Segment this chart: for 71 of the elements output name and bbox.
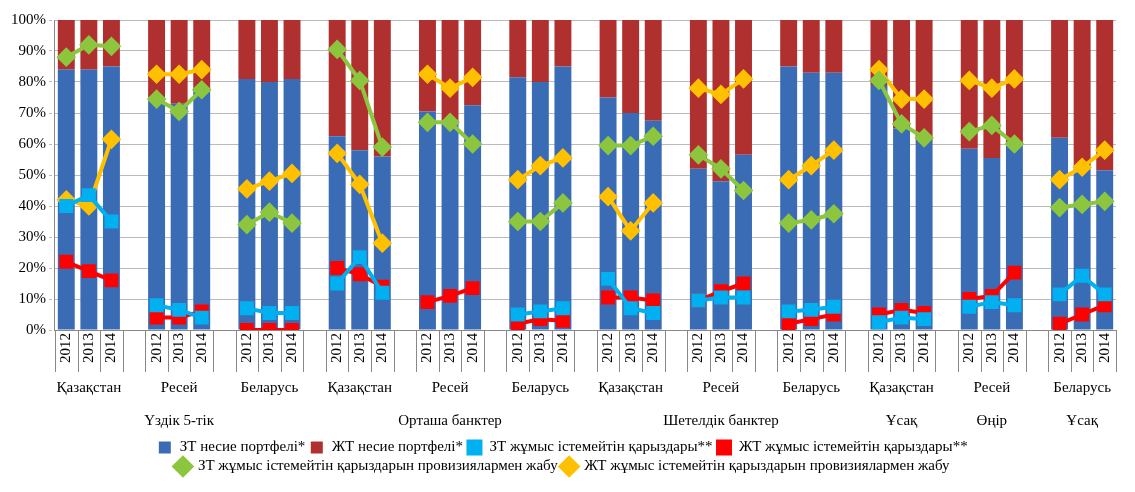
y-tick-label: 10%: [18, 289, 46, 306]
x-tick-label: 2013: [260, 333, 277, 363]
x-tick-label: 2014: [734, 332, 751, 363]
x-tick-label: 2012: [147, 333, 164, 363]
legend-label: ЖТ жұмыс істемейтін қарыздары**: [738, 438, 968, 455]
x-tick-label: 2014: [824, 332, 841, 363]
x-tick-label: 2012: [508, 333, 525, 363]
x-tick-label: 2014: [915, 332, 932, 363]
y-tick-label: 90%: [18, 41, 46, 58]
x-tick-label: 2014: [102, 332, 119, 363]
x-tick-label: 2013: [531, 333, 548, 363]
text: Ресей: [973, 378, 1011, 395]
x-tick-label: 2012: [869, 333, 886, 363]
x-tick-label: 2014: [192, 332, 209, 363]
legend-label: ЗТ жұмыс істемейтін қарыздары**: [489, 438, 713, 455]
x-tick-label: 2013: [621, 333, 638, 363]
x-tick-label: 2012: [57, 333, 74, 363]
x-tick-label: 2012: [779, 333, 796, 363]
text: Беларусь: [240, 378, 299, 395]
text: Шетелдік банктер: [663, 411, 779, 428]
legend-label: ЗТ несие портфелі*: [179, 438, 306, 455]
x-tick-label: 2013: [892, 333, 909, 363]
x-tick-label: 2014: [1095, 332, 1112, 363]
text: Өңір: [976, 411, 1008, 428]
text: Ресей: [431, 378, 469, 395]
x-tick-label: 2012: [689, 333, 706, 363]
x-tick-label: 2012: [1050, 333, 1067, 363]
x-tick-label: 2012: [599, 333, 616, 363]
text: Қазақстан: [598, 378, 663, 395]
x-tick-label: 2013: [982, 333, 999, 363]
text: Беларусь: [511, 378, 570, 395]
y-tick-label: 20%: [18, 258, 46, 275]
legend-label: ЖТ жұмыс істемейтін қарыздарын провизиялармен жабу: [584, 457, 951, 474]
text: Қазақстан: [869, 378, 934, 395]
x-tick-label: 2013: [440, 333, 457, 363]
x-tick-label: 2012: [960, 333, 977, 363]
legend-label: ЗТ жұмыс істемейтін қарыздарын провизиялармен жабу: [197, 457, 559, 474]
x-tick-label: 2013: [79, 333, 96, 363]
y-tick-label: 80%: [18, 72, 46, 89]
text: Ресей: [160, 378, 198, 395]
y-tick-label: 0%: [26, 320, 46, 337]
x-tick-label: 2012: [418, 333, 435, 363]
x-tick-label: 2013: [350, 333, 367, 363]
text: Орташа банктер: [398, 411, 502, 428]
y-tick-label: 30%: [18, 227, 46, 244]
text: Ресей: [702, 378, 740, 395]
text: Беларусь: [1053, 378, 1112, 395]
x-tick-label: 2014: [553, 332, 570, 363]
x-tick-label: 2014: [463, 332, 480, 363]
x-tick-label: 2014: [282, 332, 299, 363]
text: Ұсақ: [885, 411, 919, 428]
y-tick-label: 100%: [11, 10, 46, 27]
x-tick-label: 2013: [711, 333, 728, 363]
text: Қазақстан: [327, 378, 393, 395]
y-tick-label: 70%: [18, 103, 46, 120]
y-tick-label: 50%: [18, 165, 46, 182]
x-tick-label: 2013: [170, 333, 187, 363]
text: Үздік 5-тік: [144, 411, 215, 428]
x-tick-label: 2012: [328, 333, 345, 363]
text: Беларусь: [782, 378, 841, 395]
x-tick-label: 2014: [644, 332, 661, 363]
x-tick-label: 2014: [373, 332, 390, 363]
x-tick-label: 2013: [1073, 333, 1090, 363]
x-tick-label: 2014: [1005, 332, 1022, 363]
y-tick-label: 60%: [18, 134, 46, 151]
x-tick-label: 2013: [802, 333, 819, 363]
text: Ұсақ: [1066, 411, 1099, 428]
legend-label: ЖТ несие портфелі*: [331, 438, 463, 455]
text: Қазақстан: [56, 378, 122, 395]
y-tick-label: 40%: [18, 196, 46, 213]
x-tick-label: 2012: [237, 333, 254, 363]
